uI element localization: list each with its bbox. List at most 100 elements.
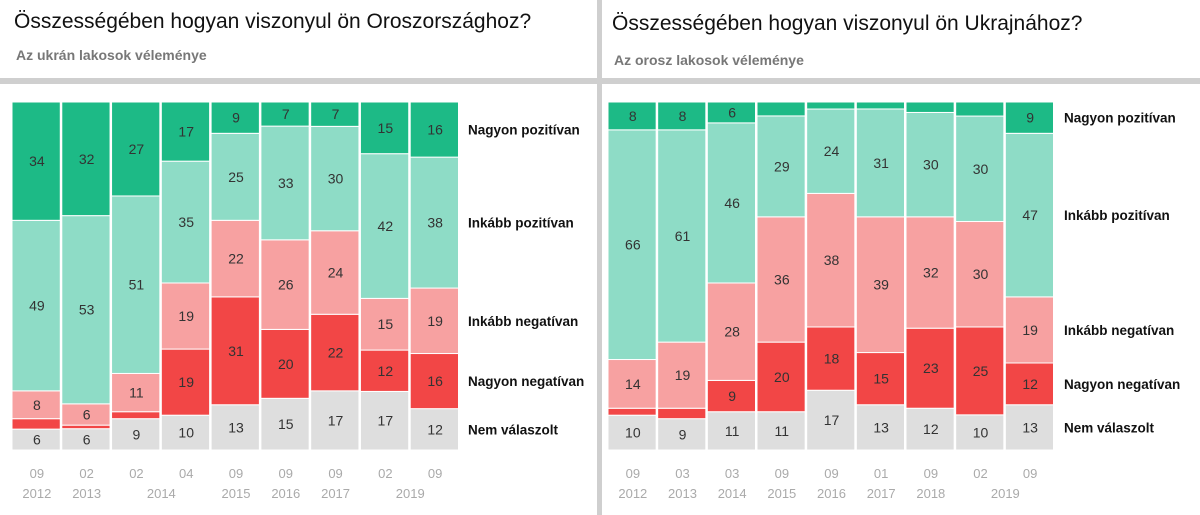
data-label: 19	[178, 374, 194, 390]
x-tick-month: 03	[675, 466, 689, 481]
data-label: 15	[278, 416, 294, 432]
data-label: 39	[873, 277, 889, 293]
data-label: 13	[228, 419, 244, 435]
bar-segment	[905, 407, 955, 451]
data-label: 51	[129, 277, 145, 293]
data-label: 61	[675, 228, 691, 244]
data-label: 31	[873, 155, 889, 171]
data-label: 20	[774, 369, 790, 385]
bar-segment	[61, 101, 111, 217]
x-tick-month: 09	[279, 466, 293, 481]
legend-label: Inkább pozitívan	[468, 216, 574, 231]
data-label: 20	[278, 356, 294, 372]
x-tick-year: 2015	[222, 486, 251, 501]
bar-segment	[260, 239, 310, 330]
bar-segment	[160, 101, 211, 162]
x-tick-year: 2019	[396, 486, 425, 501]
x-tick-year: 2018	[916, 486, 945, 501]
x-tick-year: 2014	[147, 486, 176, 501]
data-label: 15	[378, 316, 394, 332]
bar-segment	[806, 326, 856, 391]
bar-segment	[806, 101, 856, 110]
data-label: 15	[873, 371, 889, 387]
bar-segment	[160, 282, 211, 350]
bar-segment	[905, 101, 955, 113]
data-label: 28	[724, 324, 740, 340]
chart-subtitle: Az orosz lakosok véleménye	[614, 52, 804, 68]
data-label: 11	[129, 385, 144, 401]
bar-segment	[160, 348, 211, 416]
data-label: 6	[83, 406, 91, 422]
data-label: 46	[724, 195, 740, 211]
legend-label: Nagyon pozitívan	[1064, 111, 1176, 126]
bar-segment	[260, 101, 310, 127]
bar-segment	[955, 101, 1005, 117]
x-tick-year: 2019	[991, 486, 1020, 501]
bar-segment	[855, 404, 905, 451]
data-label: 10	[973, 424, 989, 440]
data-label: 22	[228, 251, 244, 267]
data-label: 27	[129, 141, 145, 157]
x-tick-year: 2017	[867, 486, 896, 501]
data-label: 25	[228, 169, 244, 185]
data-label: 17	[378, 413, 394, 429]
bar-segment	[855, 108, 905, 218]
bar-segment	[359, 349, 410, 392]
bar-segment	[61, 215, 111, 405]
bar-segment	[111, 418, 161, 451]
data-label: 17	[178, 124, 194, 140]
bar-segment	[756, 411, 806, 451]
x-tick-month: 09	[30, 466, 44, 481]
bar-segment	[657, 341, 707, 409]
x-tick-year: 2014	[718, 486, 747, 501]
bar-segment	[855, 101, 905, 110]
data-label: 9	[1026, 110, 1034, 126]
x-tick-year: 2015	[767, 486, 796, 501]
data-label: 18	[824, 351, 840, 367]
legend-label: Nem válaszolt	[468, 422, 559, 437]
data-label: 16	[427, 373, 443, 389]
bar-segment	[706, 411, 757, 451]
data-label: 25	[973, 363, 989, 379]
data-label: 10	[625, 425, 641, 441]
data-label: 12	[923, 421, 939, 437]
x-tick-month: 02	[79, 466, 93, 481]
data-label: 12	[378, 363, 394, 379]
data-label: 17	[328, 412, 344, 428]
bar-segment	[359, 297, 410, 351]
data-label: 6	[83, 431, 91, 447]
data-label: 31	[228, 343, 244, 359]
bar-segment	[806, 192, 856, 328]
bar-segment	[657, 418, 707, 451]
x-tick-year: 2017	[321, 486, 350, 501]
legend-label: Inkább pozitívan	[1064, 208, 1170, 223]
data-label: 34	[29, 153, 45, 169]
x-tick-month: 02	[378, 466, 392, 481]
data-label: 19	[675, 367, 691, 383]
x-tick-month: 09	[626, 466, 640, 481]
data-label: 17	[824, 412, 840, 428]
bar-segment	[359, 153, 410, 299]
data-label: 19	[427, 313, 443, 329]
bar-segment	[607, 414, 657, 451]
bar-segment	[310, 230, 360, 315]
bar-segment	[11, 219, 61, 392]
x-tick-year: 2012	[618, 486, 647, 501]
bar-segment	[657, 129, 707, 343]
bar-segment	[11, 101, 61, 221]
chart-title: Összességében hogyan viszonyul ön Ukrajn…	[612, 12, 1083, 35]
x-tick-month: 02	[129, 466, 143, 481]
legend-label: Nagyon pozitívan	[468, 123, 580, 138]
bar-segment	[1004, 101, 1055, 134]
bar-segment	[706, 101, 757, 124]
left-stacked-bar-chart: 6849340920126653320220139115127021019193…	[11, 101, 584, 501]
bar-segment	[210, 101, 260, 134]
data-label: 8	[679, 108, 687, 124]
legend-label: Nagyon negatívan	[468, 374, 584, 389]
bar-segment	[310, 313, 360, 392]
data-label: 16	[427, 122, 443, 138]
data-label: 14	[625, 376, 641, 392]
bar-segment	[111, 372, 161, 413]
data-label: 47	[1022, 207, 1038, 223]
bar-segment	[706, 122, 757, 284]
